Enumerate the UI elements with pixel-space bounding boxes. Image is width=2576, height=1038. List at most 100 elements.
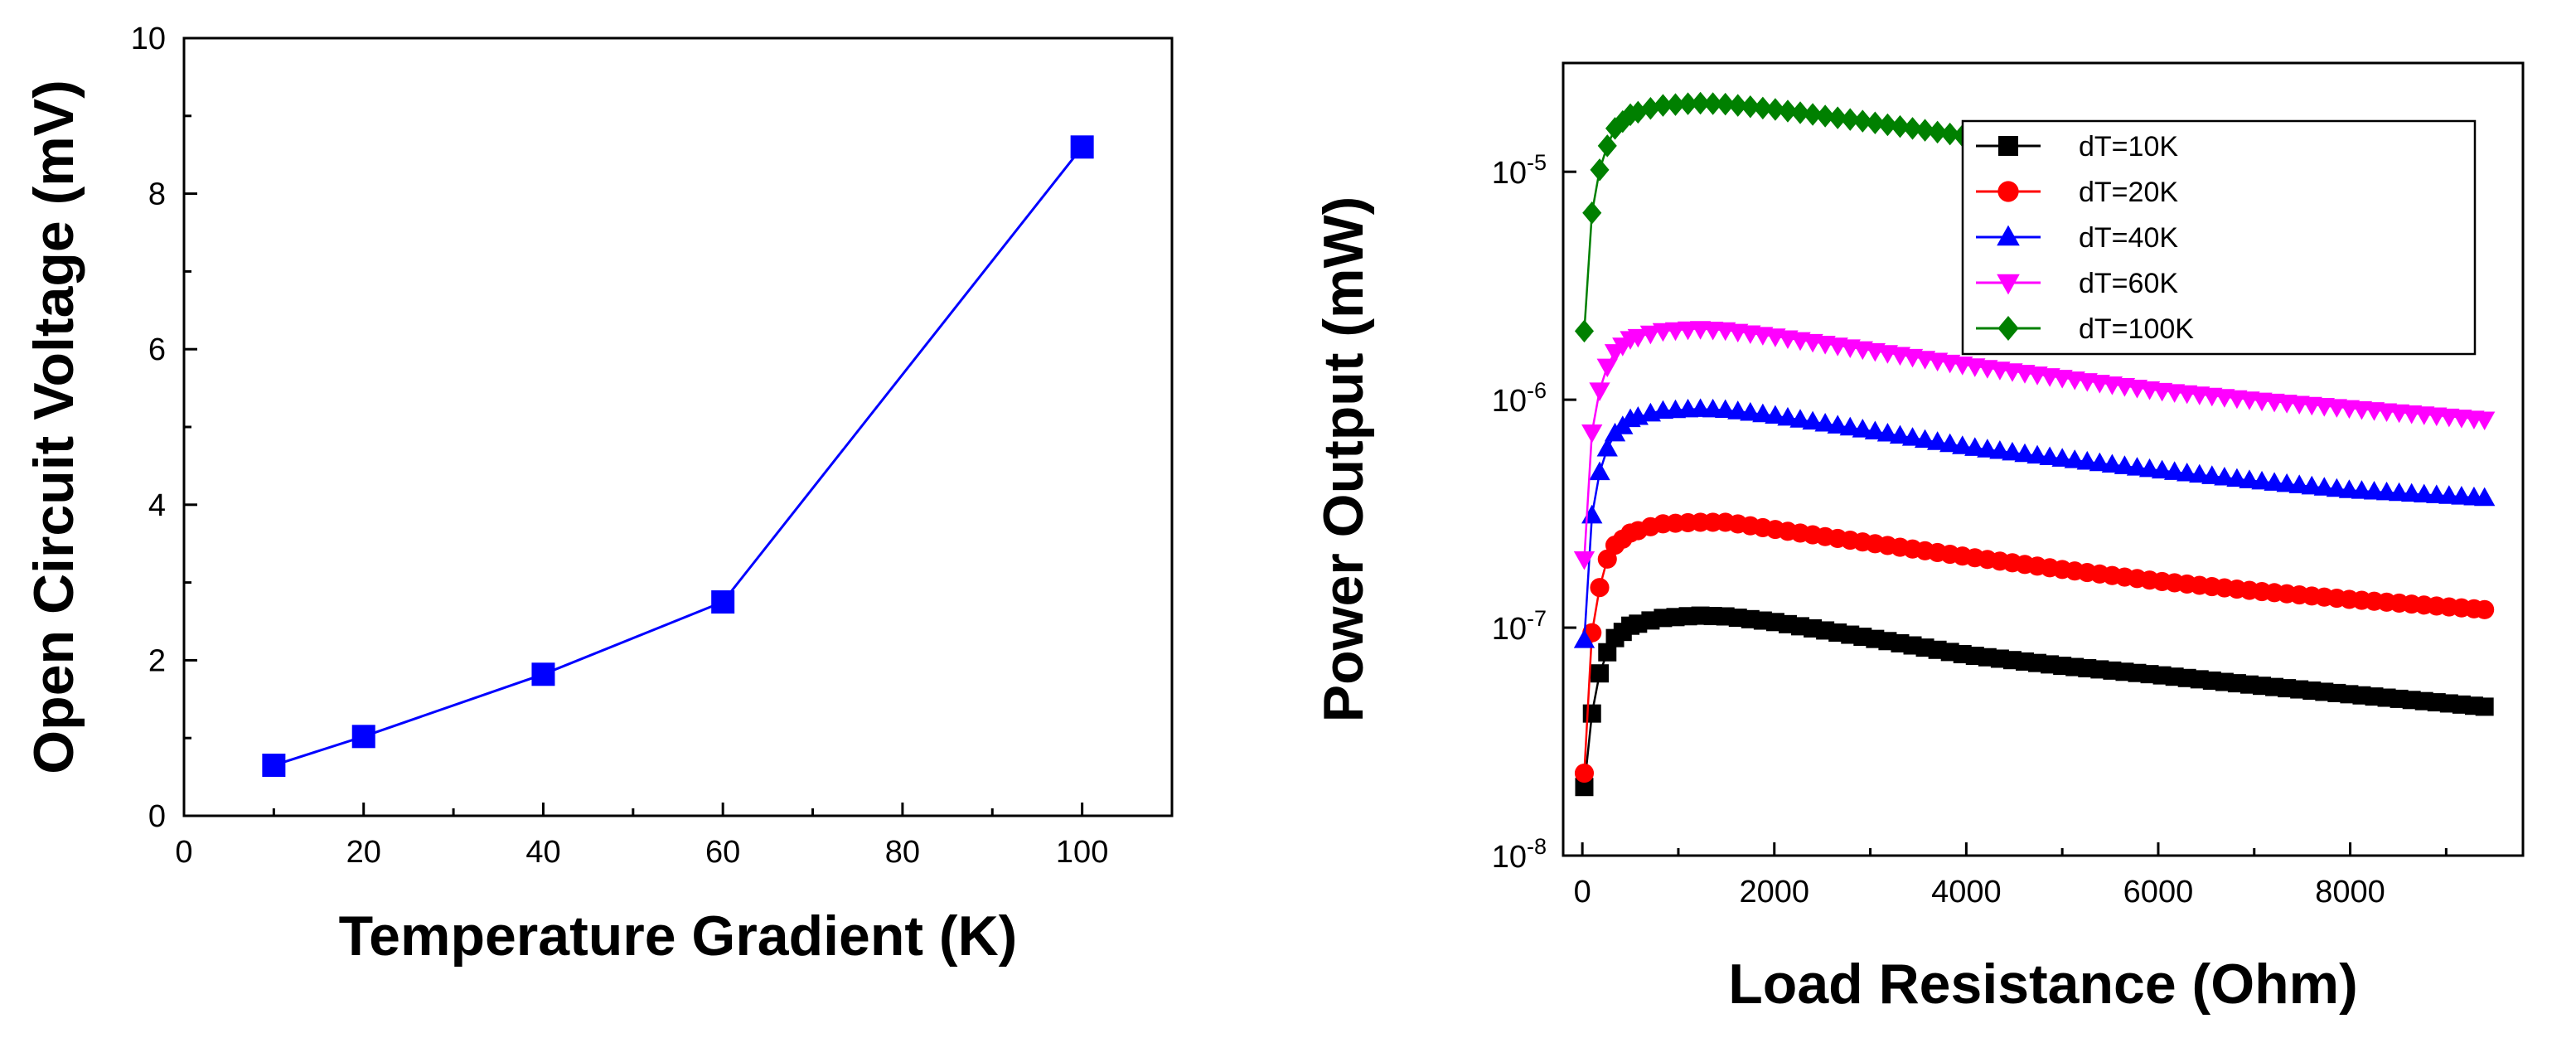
- y-axis-title: Open Circuit Voltage (mV): [22, 80, 85, 774]
- legend-label: dT=60K: [2079, 268, 2178, 299]
- data-point: [1802, 410, 1823, 430]
- y-tick-exponent: -7: [1527, 606, 1547, 631]
- data-point: [1070, 135, 1094, 159]
- data-point: [2101, 454, 2123, 473]
- data-point: [1703, 92, 1723, 115]
- data-point: [1765, 405, 1786, 424]
- y-tick-label: 8: [148, 177, 166, 212]
- data-point: [1653, 94, 1673, 117]
- y-tick-label: 10-7: [1492, 606, 1547, 647]
- data-point: [1582, 201, 1602, 225]
- data-point: [2138, 458, 2161, 478]
- data-point: [1691, 91, 1711, 115]
- x-tick-label: 60: [705, 835, 740, 870]
- y-tick-label: 10-5: [1492, 150, 1547, 191]
- data-point: [1989, 440, 2011, 459]
- data-point: [2326, 478, 2347, 497]
- y-tick-exponent: -6: [1527, 378, 1547, 403]
- plot-frame: [182, 36, 1174, 817]
- data-point: [1590, 578, 1610, 598]
- data-point: [1828, 106, 1847, 129]
- data-point: [1839, 416, 1861, 436]
- data-point: [1852, 419, 1873, 438]
- data-point: [2474, 411, 2496, 431]
- x-tick-label: 6000: [2123, 875, 2194, 909]
- data-point: [1591, 664, 1610, 683]
- data-point: [2475, 697, 2494, 716]
- x-tick-label: 40: [525, 835, 560, 870]
- data-point: [1890, 114, 1910, 138]
- data-point: [351, 725, 375, 749]
- data-point: [1803, 103, 1823, 126]
- series-line: [273, 146, 1083, 767]
- data-point: [2177, 462, 2198, 482]
- x-tick-label: 80: [885, 835, 920, 870]
- series-dT=20K: [1574, 512, 2495, 783]
- data-point: [2475, 599, 2495, 619]
- data-point: [2076, 450, 2098, 470]
- data-point: [1914, 429, 1936, 449]
- x-tick-label: 20: [346, 835, 381, 870]
- series-dT=10K: [1575, 606, 2494, 797]
- data-point: [1640, 96, 1660, 120]
- data-point: [1939, 433, 1961, 453]
- legend-marker: [1997, 181, 2019, 202]
- data-point: [2026, 444, 2048, 464]
- x-tick-label: 2000: [1739, 875, 1809, 909]
- data-point: [2239, 469, 2260, 488]
- data-point: [1582, 704, 1601, 723]
- data-point: [1589, 382, 1610, 401]
- data-point: [2214, 466, 2235, 486]
- data-point: [2151, 459, 2173, 479]
- data-point: [1926, 431, 1949, 450]
- data-point: [2201, 465, 2223, 484]
- data-point: [2251, 470, 2273, 490]
- chart-open-circuit-voltage: 0 20 40 60 80 100 0 2 4 6 8 10 Temperature Gradient …: [22, 22, 1174, 968]
- series-dT=40K: [1573, 398, 2496, 648]
- data-point: [1977, 439, 1998, 458]
- data-point: [1620, 103, 1640, 127]
- legend-marker: [1997, 225, 2020, 246]
- y-tick-label: 10: [131, 22, 166, 56]
- y-axis-title: Power Output (mW): [1312, 196, 1375, 723]
- data-point: [1581, 504, 1603, 524]
- data-point: [1753, 96, 1773, 120]
- data-point: [2276, 473, 2298, 492]
- y-tick-base: 10: [1492, 612, 1527, 647]
- data-point: [2114, 455, 2136, 474]
- data-point: [1596, 358, 1618, 378]
- x-tick-label: 8000: [2315, 875, 2385, 909]
- y-tick-base: 10: [1492, 840, 1527, 875]
- data-point: [2126, 457, 2148, 476]
- data-point: [1715, 399, 1736, 419]
- y-tick-base: 10: [1492, 156, 1527, 191]
- legend-marker: [1997, 274, 2020, 295]
- data-point: [1752, 403, 1774, 423]
- legend-label: dT=100K: [2079, 313, 2194, 345]
- legend-label: dT=40K: [2079, 222, 2178, 254]
- data-point: [1777, 406, 1799, 426]
- data-point: [1597, 134, 1617, 158]
- data-point: [1889, 424, 1911, 444]
- data-point: [1678, 92, 1698, 115]
- legend-marker: [1998, 136, 2018, 156]
- data-point: [2288, 474, 2310, 493]
- data-point: [1575, 778, 1594, 797]
- data-point: [1814, 412, 1836, 432]
- data-point: [2264, 472, 2285, 491]
- legend-label: dT=20K: [2079, 177, 2178, 208]
- data-point: [1573, 551, 1595, 570]
- legend-label: dT=10K: [2079, 131, 2178, 162]
- x-tick-label: 100: [1056, 835, 1108, 870]
- data-point: [1581, 424, 1603, 444]
- data-point: [1590, 158, 1610, 182]
- data-point: [1727, 400, 1749, 420]
- x-tick-label: 4000: [1931, 875, 2002, 909]
- y-tick-label: 0: [148, 799, 166, 834]
- data-point: [2226, 468, 2248, 487]
- x-tick-label: 0: [1574, 875, 1591, 909]
- data-point: [1765, 98, 1785, 121]
- data-point: [711, 590, 735, 614]
